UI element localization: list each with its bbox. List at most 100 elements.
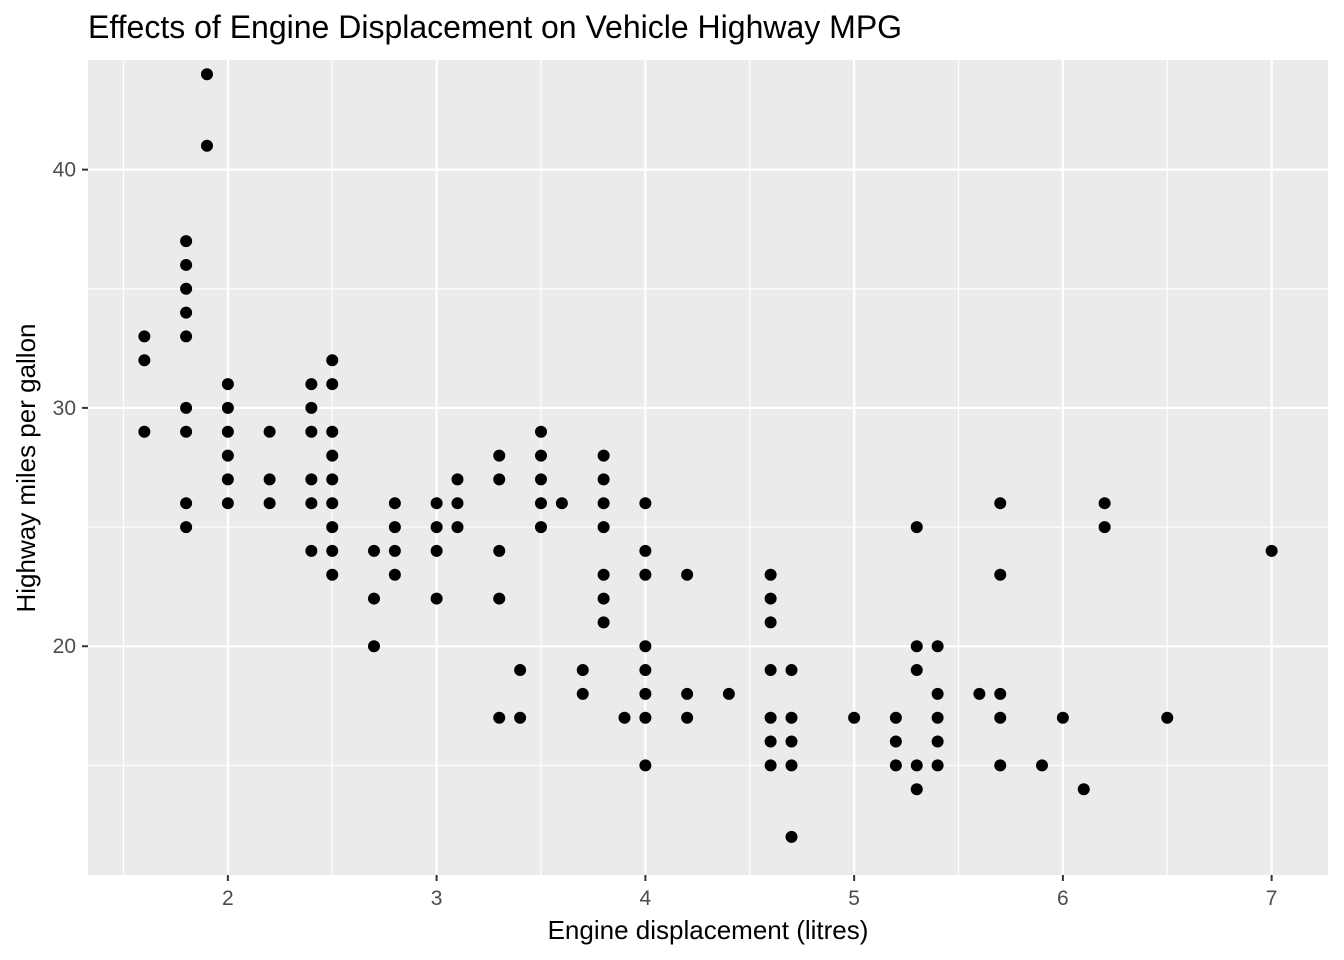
data-point xyxy=(514,664,527,677)
data-point xyxy=(138,330,151,343)
data-point xyxy=(263,497,276,510)
data-point xyxy=(931,640,944,653)
data-point xyxy=(597,521,610,534)
data-point xyxy=(326,449,339,462)
data-point xyxy=(597,616,610,629)
data-point xyxy=(514,711,527,724)
data-point xyxy=(326,473,339,486)
data-point xyxy=(931,759,944,772)
data-point xyxy=(430,544,443,557)
data-point xyxy=(221,497,234,510)
data-point xyxy=(1036,759,1049,772)
data-point xyxy=(326,521,339,534)
data-point xyxy=(576,664,589,677)
data-point xyxy=(785,711,798,724)
data-point xyxy=(785,664,798,677)
x-tick-label: 6 xyxy=(1057,887,1069,910)
data-point xyxy=(994,687,1007,700)
data-point xyxy=(764,568,777,581)
data-point xyxy=(764,735,777,748)
data-point xyxy=(388,544,401,557)
plot-panel xyxy=(88,60,1328,875)
data-point xyxy=(764,592,777,605)
y-axis-tick-labels: 20 30 40 xyxy=(53,159,76,659)
data-point xyxy=(493,711,506,724)
data-point xyxy=(910,783,923,796)
data-point xyxy=(910,759,923,772)
data-point xyxy=(764,664,777,677)
data-point xyxy=(764,616,777,629)
data-point xyxy=(785,830,798,843)
data-point xyxy=(889,759,902,772)
axis-ticks xyxy=(82,168,1273,881)
data-point xyxy=(305,497,318,510)
data-point xyxy=(910,640,923,653)
data-point xyxy=(681,687,694,700)
data-point xyxy=(1077,783,1090,796)
data-point xyxy=(430,592,443,605)
data-point xyxy=(180,425,193,438)
data-point xyxy=(1098,497,1111,510)
data-point xyxy=(305,473,318,486)
data-point xyxy=(1056,711,1069,724)
data-point xyxy=(138,425,151,438)
data-point xyxy=(931,687,944,700)
data-point xyxy=(931,735,944,748)
data-point xyxy=(848,711,861,724)
data-point xyxy=(367,592,380,605)
data-point xyxy=(931,711,944,724)
data-point xyxy=(1098,521,1111,534)
y-tick-label: 40 xyxy=(53,159,76,182)
data-point xyxy=(639,687,652,700)
data-point xyxy=(597,449,610,462)
data-point xyxy=(388,497,401,510)
y-axis-title: Highway miles per gallon xyxy=(11,323,41,612)
data-point xyxy=(180,258,193,271)
data-point xyxy=(764,759,777,772)
data-point xyxy=(618,711,631,724)
data-point xyxy=(639,568,652,581)
data-point xyxy=(305,401,318,414)
data-point xyxy=(639,497,652,510)
data-point xyxy=(681,711,694,724)
data-point xyxy=(639,759,652,772)
minor-gridlines xyxy=(88,60,1328,875)
data-point xyxy=(994,759,1007,772)
data-point xyxy=(221,378,234,391)
data-point xyxy=(597,568,610,581)
data-point xyxy=(994,568,1007,581)
data-point xyxy=(451,521,464,534)
data-point xyxy=(326,354,339,367)
x-tick-label: 3 xyxy=(431,887,443,910)
data-point xyxy=(138,354,151,367)
data-point xyxy=(367,544,380,557)
major-gridlines xyxy=(88,60,1328,875)
y-tick-label: 20 xyxy=(53,635,76,658)
data-point xyxy=(785,759,798,772)
data-point xyxy=(493,592,506,605)
data-point xyxy=(180,235,193,248)
data-point xyxy=(1265,544,1278,557)
data-point xyxy=(221,401,234,414)
data-point xyxy=(367,640,380,653)
data-point xyxy=(534,497,547,510)
data-point xyxy=(305,544,318,557)
data-point xyxy=(534,473,547,486)
data-point xyxy=(681,568,694,581)
data-point xyxy=(639,711,652,724)
data-point xyxy=(263,473,276,486)
data-point xyxy=(221,449,234,462)
data-point xyxy=(326,497,339,510)
data-point xyxy=(326,544,339,557)
data-points xyxy=(138,68,1278,843)
data-point xyxy=(200,68,213,81)
data-point xyxy=(639,640,652,653)
data-point xyxy=(534,521,547,534)
data-point xyxy=(1161,711,1174,724)
data-point xyxy=(430,521,443,534)
data-point xyxy=(180,306,193,319)
data-point xyxy=(576,687,589,700)
x-tick-label: 2 xyxy=(222,887,234,910)
x-tick-label: 5 xyxy=(848,887,860,910)
